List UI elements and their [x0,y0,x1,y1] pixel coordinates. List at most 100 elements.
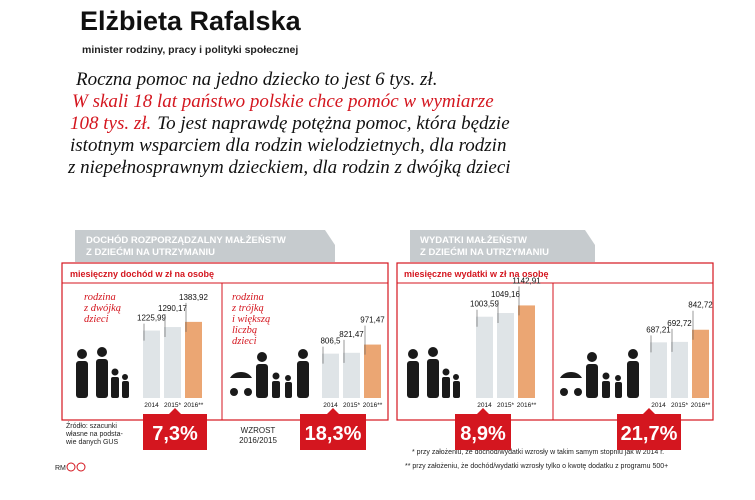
credit: RM [55,465,66,472]
growth-pointer [327,408,339,414]
icon-part [628,349,638,359]
x-tick-label: 2016** [184,402,204,409]
chart-subtitle: dzieci [84,314,109,325]
icon-part [602,372,610,380]
icon-part [427,359,439,398]
icon-part [560,388,568,396]
bar [143,330,160,398]
quote-line: 108 tys. zł. To jest naprawdę potężna pom… [70,113,510,134]
quote-line: W skali 18 lat państwo polskie chce pomó… [72,91,494,112]
icon-part [586,364,598,398]
icon-part [442,368,450,376]
growth-box [143,414,207,450]
bar [364,344,381,398]
icon-part [122,374,128,380]
x-tick-label: 2015* [497,402,514,409]
icon-part [285,382,292,398]
icon-part [442,377,450,398]
panel-title: Z DZIEĆMI NA UTRZYMANIU [420,246,549,258]
bar [322,353,339,398]
quote-text: To jest naprawdę potężna pomoc, która bę… [157,113,509,134]
growth-box [455,414,511,450]
chart-subtitle: rodzina [84,292,116,303]
icon-part [602,381,610,398]
growth-pointer [643,408,655,414]
panel-frame [396,262,714,421]
icon-part [230,388,238,396]
growth-box [617,414,681,450]
bar [164,327,181,398]
icon-part [560,371,582,378]
chart-subtitle: z dwójką [83,303,121,314]
x-tick-label: 2014 [651,402,666,409]
value-label: 687,21 [646,325,671,334]
icon-part [428,347,438,357]
value-label: 1290,17 [158,304,187,313]
bar [476,316,493,398]
growth-label: 21,7% [621,423,678,445]
value-label: 692,72 [667,319,692,328]
icon-part [272,372,280,380]
icon-part [256,364,268,398]
value-label: 842,72 [688,301,713,310]
value-label: 821,47 [339,330,364,339]
chart-subtitle: liczbą [232,325,257,336]
x-tick-label: 2014 [323,402,338,409]
x-tick-label: 2016** [691,402,711,409]
icon-part [244,388,252,396]
panel-title: Z DZIEĆMI NA UTRZYMANIU [86,246,215,258]
family-icon [230,349,309,398]
panel-unit: miesięczny dochód w zł na osobę [70,269,214,279]
growth-label: 7,3% [152,423,198,445]
icon-part [627,361,639,398]
bar [692,329,709,398]
person-role: minister rodziny, pracy i polityki społe… [82,44,298,56]
icon-part [297,361,309,398]
icon-part [111,377,119,398]
person-name: Elżbieta Rafalska [80,6,302,36]
quote-highlight: 108 tys. zł. [70,113,151,134]
bar [650,342,667,398]
x-tick-label: 2016** [363,402,383,409]
quote-line: istotnym wsparciem dla rodzin wielodziet… [70,135,506,156]
x-tick-label: 2015* [164,402,181,409]
logo [66,462,76,472]
icon-part [76,361,88,398]
icon-part [615,375,621,381]
growth-box [300,414,366,450]
icon-part [272,381,280,398]
x-tick-label: 2014 [144,402,159,409]
chart-subtitle: rodzina [232,292,264,303]
chart-subtitle: dzieci [232,336,257,347]
icon-part [407,361,419,398]
family-icon [407,347,460,398]
value-label: 1383,92 [179,293,208,302]
value-label: 1049,16 [491,290,520,299]
panel-tab [410,230,595,262]
growth-caption: 2016/2015 [239,436,277,445]
growth-pointer [169,408,181,414]
bar [497,313,514,398]
value-label: 1225,99 [137,314,166,323]
chart-subtitle: z trójką [231,303,264,314]
x-tick-label: 2015* [343,402,360,409]
growth-pointer [477,408,489,414]
icon-part [408,349,418,359]
bar [343,352,360,398]
family-icon [76,347,129,398]
value-label: 806,5 [320,337,341,346]
icon-part [96,359,108,398]
family-icon [560,349,639,398]
growth-label: 8,9% [460,423,506,445]
chart-subtitle: i większą [232,314,270,325]
panel-title: WYDATKI MAŁŻEŃSTW [420,235,527,246]
source: własne na podsta- [65,431,123,438]
value-label: 1003,59 [470,300,499,309]
icon-part [77,349,87,359]
x-tick-label: 2016** [517,402,537,409]
icon-part [587,352,597,362]
icon-part [111,368,119,376]
source: wie danych GUS [65,439,118,446]
